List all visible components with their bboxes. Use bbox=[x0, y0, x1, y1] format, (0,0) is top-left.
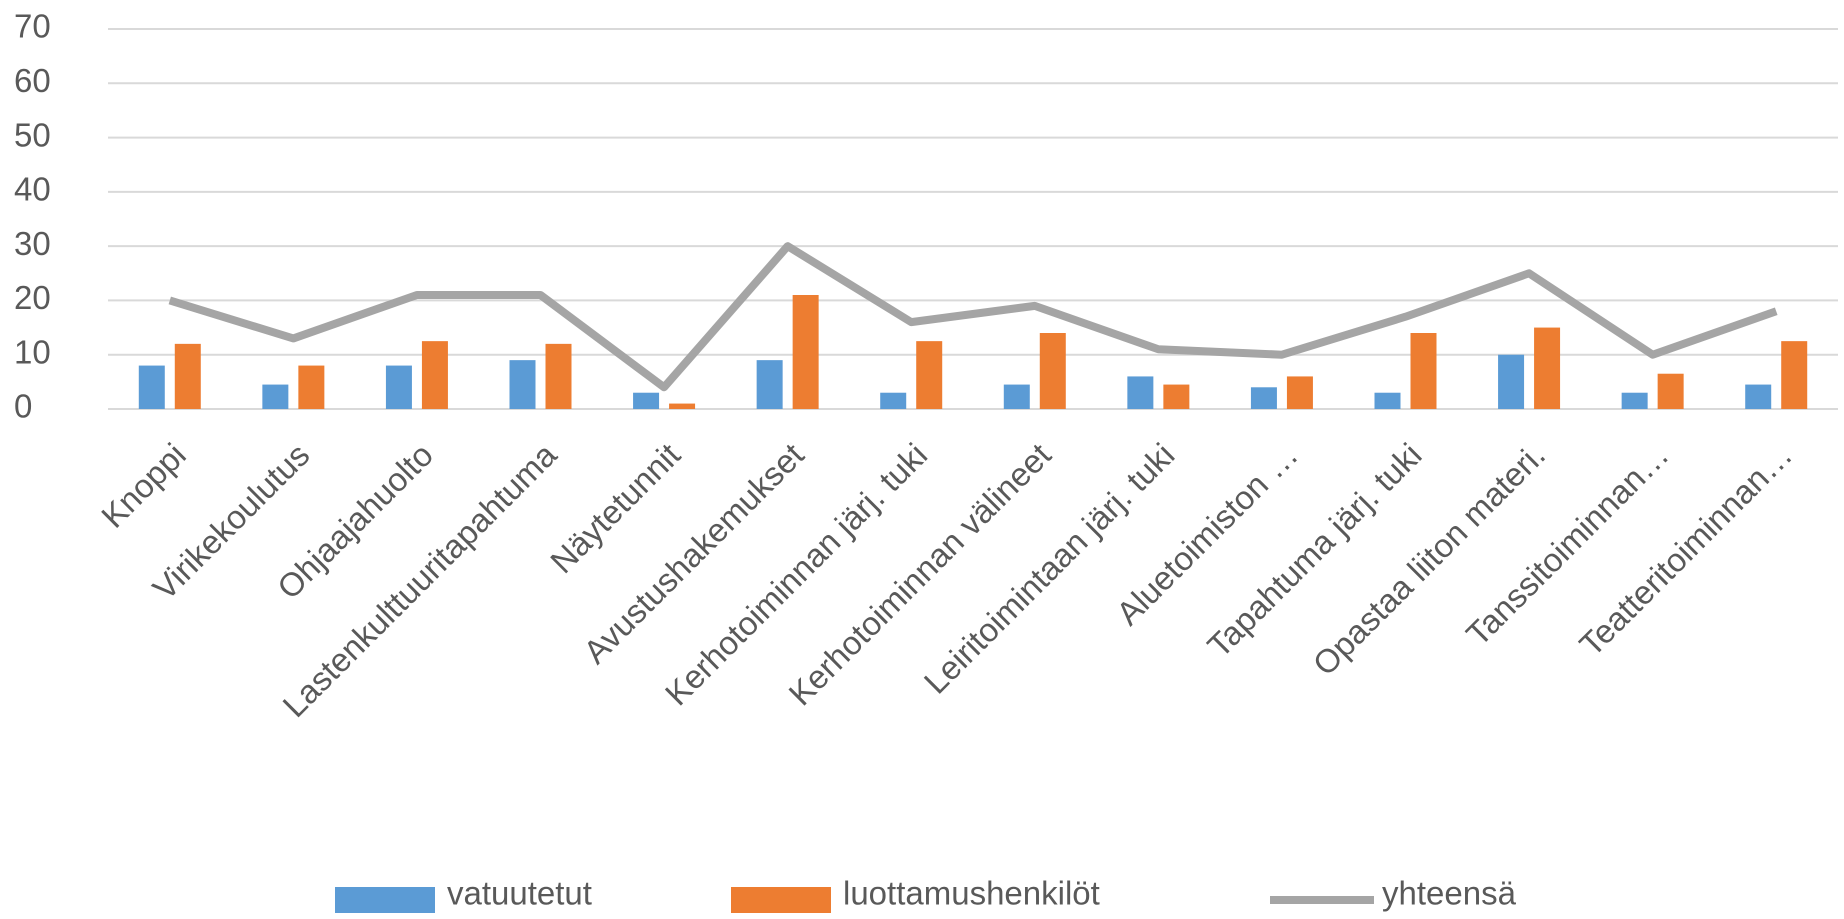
y-tick-label: 20 bbox=[14, 279, 51, 316]
legend-label: yhteensä bbox=[1382, 875, 1517, 912]
bar bbox=[1534, 327, 1561, 409]
x-tick-label: Tapahtuma järj. tuki bbox=[1200, 436, 1428, 664]
y-tick-label: 70 bbox=[14, 8, 51, 45]
bar bbox=[262, 384, 289, 409]
bar bbox=[1410, 333, 1437, 409]
bar bbox=[916, 341, 943, 409]
x-tick-label: Leiritoimintaan järj. tuki bbox=[917, 436, 1182, 701]
bar bbox=[1163, 384, 1190, 409]
bar bbox=[1621, 392, 1648, 409]
bar bbox=[1127, 376, 1154, 409]
y-tick-label: 50 bbox=[14, 116, 51, 153]
bar bbox=[1498, 354, 1525, 409]
y-tick-label: 0 bbox=[14, 388, 32, 425]
x-tick-label: Opastaa liiton materi. bbox=[1306, 436, 1553, 683]
bar bbox=[1657, 373, 1684, 409]
bar bbox=[1286, 376, 1313, 409]
bar bbox=[1745, 384, 1772, 409]
bar bbox=[880, 392, 907, 409]
legend-label: vatuutetut bbox=[447, 875, 592, 912]
y-tick-label: 40 bbox=[14, 171, 51, 208]
x-tick-label: Avustushakemukset bbox=[576, 436, 811, 671]
bar bbox=[1374, 392, 1401, 409]
x-tick-label: Teatteritoiminnan… bbox=[1572, 436, 1799, 663]
bar bbox=[138, 365, 165, 409]
y-tick-label: 10 bbox=[14, 333, 51, 370]
legend-label: luottamushenkilöt bbox=[843, 875, 1100, 912]
bar bbox=[421, 341, 448, 409]
y-tick-label: 30 bbox=[14, 225, 51, 262]
x-tick-label: Knoppi bbox=[94, 436, 193, 535]
bar bbox=[385, 365, 412, 409]
bar bbox=[1250, 387, 1277, 409]
bar bbox=[792, 295, 819, 409]
bar bbox=[633, 392, 660, 409]
bar bbox=[1003, 384, 1030, 409]
bar bbox=[1781, 341, 1808, 409]
bar bbox=[669, 403, 696, 409]
bar bbox=[298, 365, 325, 409]
bar bbox=[509, 360, 536, 409]
bar bbox=[545, 343, 572, 409]
y-tick-label: 60 bbox=[14, 62, 51, 99]
bar bbox=[1039, 333, 1066, 409]
x-tick-label: Tanssitoiminnan… bbox=[1459, 436, 1676, 653]
legend-marker bbox=[335, 887, 435, 913]
bar bbox=[174, 343, 201, 409]
bar bbox=[756, 360, 783, 409]
line bbox=[168, 242, 1778, 392]
legend-marker bbox=[731, 887, 831, 913]
